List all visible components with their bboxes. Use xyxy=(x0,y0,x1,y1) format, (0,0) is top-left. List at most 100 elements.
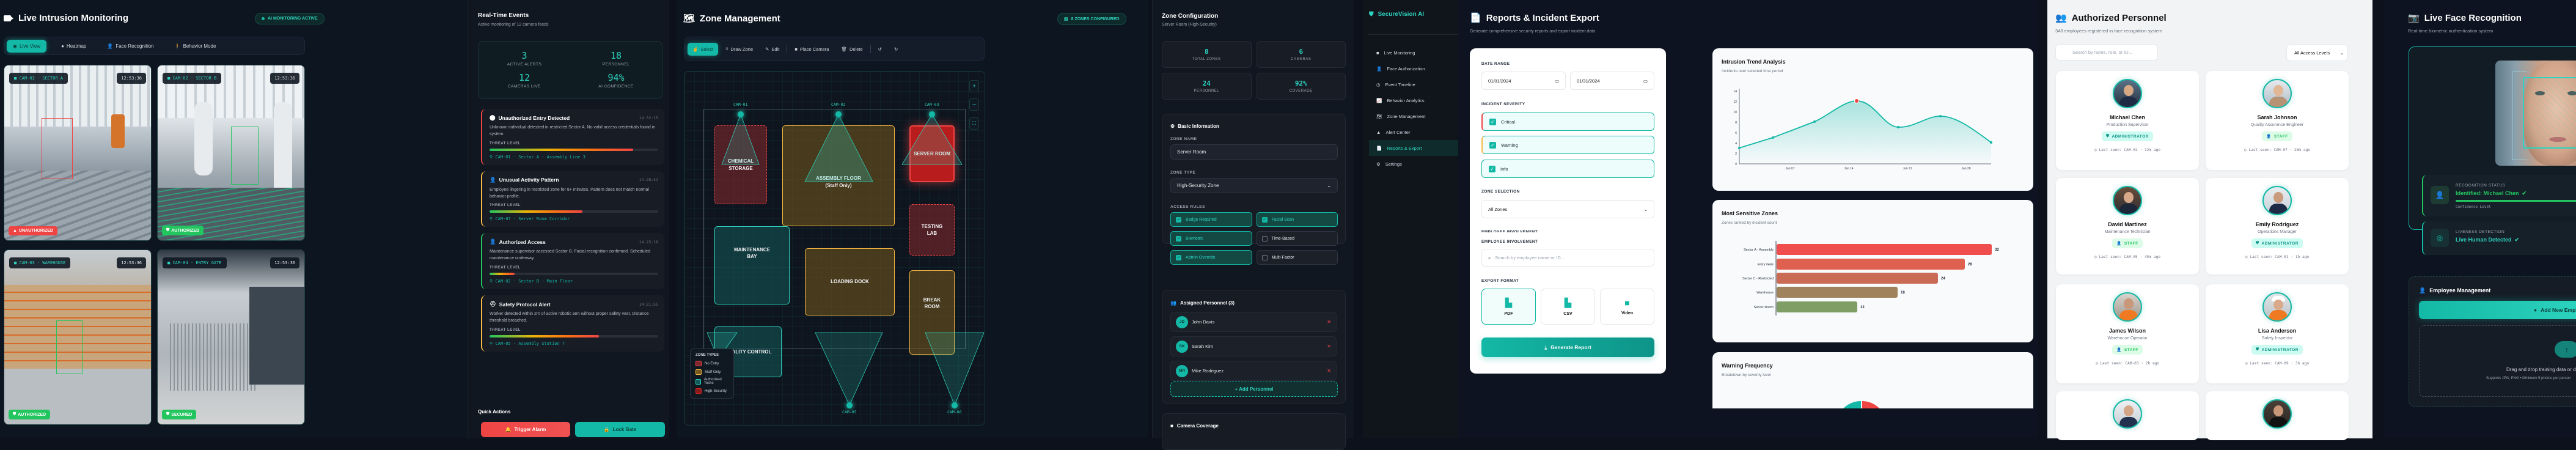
lock-icon: 🔒 xyxy=(603,427,610,432)
tab-behavior-mode[interactable]: 🚶 Behavior Mode xyxy=(174,43,216,49)
sidebar-item-event-timeline[interactable]: ◷ Event Timeline xyxy=(1376,81,1415,87)
personnel-card[interactable] xyxy=(2056,391,2199,440)
camera-marker-cam-06[interactable] xyxy=(952,402,958,408)
personnel-card[interactable]: Sarah Johnson Quality Assurance Engineer… xyxy=(2206,71,2349,170)
rule-biometric[interactable]: ✓ Biometric xyxy=(1170,231,1252,246)
personnel-search-input[interactable]: Search by name, role, or ID... xyxy=(2055,44,2158,61)
format-pdf-option[interactable]: ▙ PDF xyxy=(1481,289,1536,325)
events-stats: 3 ACTIVE ALERTS 18 PERSONNEL 12 CAMERAS LIV… xyxy=(478,41,662,99)
rule-multi-factor[interactable]: Multi-Factor xyxy=(1256,250,1338,265)
camera-feed-3[interactable]: ■ CAM-03 · WAREHOUSE 12:53:36 ⛊ AUTHORIZE… xyxy=(4,249,152,425)
access-level-filter[interactable]: All Access Levels ⌄ xyxy=(2286,44,2348,61)
add-new-employee-button[interactable]: ●Add New Employee xyxy=(2419,301,2576,319)
zone-name-input[interactable]: Server Room xyxy=(1170,144,1338,160)
date-from-input[interactable]: 01/01/2024 ▭ xyxy=(1481,72,1566,90)
select-tool[interactable]: ☝ Select xyxy=(688,42,719,56)
svg-text:Jan 21: Jan 21 xyxy=(1903,167,1912,171)
shield-icon: ⛊ xyxy=(166,412,170,416)
brand: ⛊ SecureVision AI xyxy=(1369,11,1425,18)
draw-polygon-icon: ⌗ xyxy=(725,46,728,51)
stat-total-zones: 8 TOTAL ZONES xyxy=(1162,41,1252,68)
place-camera-tool[interactable]: ■ Place Camera xyxy=(794,46,829,52)
remove-icon[interactable]: ✕ xyxy=(1327,319,1331,325)
event-card[interactable]: 👤 Unusual Activity Pattern 14:28:42 Employ… xyxy=(481,171,664,227)
date-to-input[interactable]: 01/31/2024 ▭ xyxy=(1570,72,1654,90)
personnel-card[interactable]: James Wilson Warehouse Operator 👤 STAFF ◷… xyxy=(2056,284,2199,383)
zoom-in-button[interactable]: + xyxy=(969,80,979,92)
personnel-card[interactable]: Michael Chen Production Supervisor ⛊ ADMI… xyxy=(2056,71,2199,170)
format-video-option[interactable]: ■ Video xyxy=(1600,289,1654,325)
zone-assembly-floor[interactable]: ASSEMBLY FLOOR (Staff Only) xyxy=(782,125,895,226)
rule-admin-override[interactable]: ✓ Admin Override xyxy=(1170,250,1252,265)
video-icon: ■ xyxy=(1624,298,1630,308)
rule-time-based[interactable]: Time-Based xyxy=(1256,231,1338,246)
event-card[interactable]: ⛑ Safety Protocol Alert 14:21:55 Worker de… xyxy=(481,295,664,352)
zone-maintenance-bay[interactable]: MAINTENANCE BAY xyxy=(714,226,790,304)
tab-face-recognition[interactable]: 👤 Face Recognition xyxy=(107,43,154,49)
delete-tool[interactable]: 🗑 Delete xyxy=(841,46,863,52)
personnel-card[interactable] xyxy=(2206,391,2349,440)
edit-tool[interactable]: ✎ Edit xyxy=(765,46,780,52)
camera-feed-2[interactable]: ■ CAM-02 · SECTOR B 12:53:36 ⛊ AUTHORIZED xyxy=(157,65,305,241)
zone-chemical-storage[interactable]: CHEMICAL STORAGE xyxy=(714,125,767,204)
training-data-dropzone[interactable]: ↑ Drag and drop training data or click t… xyxy=(2419,325,2576,397)
severity-info-checkbox[interactable]: ✓ Info xyxy=(1481,160,1654,178)
camera-marker-cam-05[interactable] xyxy=(846,402,853,408)
severity-critical-checkbox[interactable]: ✓ Critical xyxy=(1481,112,1654,131)
zone-type-select[interactable]: High-Security Zone ⌄ xyxy=(1170,178,1338,193)
warning-icon: ▲ xyxy=(13,229,17,233)
zone-testing-lab[interactable]: TESTING LAB xyxy=(909,204,955,256)
rule-facial-scan[interactable]: ✓ Facial Scan xyxy=(1256,212,1338,227)
trigger-alarm-button[interactable]: 🔔 Trigger Alarm xyxy=(481,422,570,437)
sidebar-item-behavior-analytics[interactable]: 📈 Behavior Analytics xyxy=(1376,97,1425,103)
event-list: ⬤ Unauthorized Entry Detected 14:32:15 Unk… xyxy=(481,109,664,358)
sidebar-item-zone-management[interactable]: 🗺 Zone Management xyxy=(1376,113,1426,119)
zone-loading-dock[interactable]: LOADING DOCK xyxy=(805,248,895,315)
assigned-personnel-card: 👥 Assigned Personnel (3) JD John Davis ✕ SK… xyxy=(1162,290,1346,404)
zone-server-room[interactable]: SERVER ROOM xyxy=(909,125,955,182)
face-camera-feed[interactable] xyxy=(2495,61,2576,166)
undo-button[interactable]: ↺ xyxy=(873,43,887,56)
chart-title: Warning Frequency xyxy=(1722,363,1773,369)
camera-feed-4[interactable]: ■ CAM-04 · ENTRY GATE 12:53:36 ⛊ SECURED xyxy=(157,249,305,425)
sidebar-item-live-monitoring[interactable]: ■ Live Monitoring xyxy=(1376,50,1415,56)
personnel-card[interactable]: Lisa Anderson Safety Inspector ⛊ ADMINIST… xyxy=(2206,284,2349,383)
remove-icon[interactable]: ✕ xyxy=(1327,368,1331,374)
add-personnel-button[interactable]: + Add Personnel xyxy=(1170,382,1338,397)
lock-gate-button[interactable]: 🔒 Lock Gate xyxy=(575,422,665,437)
file-pdf-icon: ▙ xyxy=(1505,297,1512,308)
camera-marker-cam-01[interactable] xyxy=(738,111,744,117)
camera-marker-cam-03[interactable] xyxy=(929,111,935,117)
gear-icon: ⚙ xyxy=(1170,124,1175,129)
sidebar-item-face-authorization[interactable]: 👤 Face Authorization xyxy=(1376,65,1425,72)
remove-icon[interactable]: ✕ xyxy=(1327,344,1331,349)
draw-zone-tool[interactable]: ⌗ Draw Zone xyxy=(725,46,754,52)
svg-text:Entry Gate: Entry Gate xyxy=(1758,263,1774,267)
generate-report-button[interactable]: ⤓ Generate Report xyxy=(1481,338,1654,357)
employee-search-input[interactable]: ⌕Search by employee name or ID... xyxy=(1481,249,1654,267)
chart-subtitle: Zones ranked by incident count xyxy=(1722,221,1777,225)
camera-feed-1[interactable]: ■ CAM-01 · SECTOR A 12:53:36 ▲ UNAUTHORIZ… xyxy=(4,65,152,241)
event-card[interactable]: 👤 Authorized Access 14:25:18 Maintenance s… xyxy=(481,233,664,290)
tab-live-view[interactable]: ◉ Live View xyxy=(7,39,47,53)
zoom-out-button[interactable]: − xyxy=(969,98,979,111)
zone-break-room[interactable]: BREAK ROOM xyxy=(909,270,955,355)
sidebar-item-alert-center[interactable]: ▲ Alert Center xyxy=(1376,129,1411,135)
warning-icon: ▲ xyxy=(1376,129,1381,135)
severity-warning-checkbox[interactable]: ✓ Warning xyxy=(1481,136,1654,154)
redo-button[interactable]: ↻ xyxy=(889,43,903,56)
zone-select[interactable]: All Zones ⌄ xyxy=(1481,200,1654,218)
event-card[interactable]: ⬤ Unauthorized Entry Detected 14:32:15 Unk… xyxy=(481,109,664,165)
personnel-row: SK Sarah Kim ✕ xyxy=(1170,336,1337,356)
personnel-card[interactable]: David Martinez Maintenance Technician 👤 S… xyxy=(2056,178,2199,275)
sidebar-item-settings[interactable]: ⚙ Settings xyxy=(1376,161,1402,167)
camera-marker-cam-02[interactable] xyxy=(835,111,842,117)
rule-badge-required[interactable]: ✓ Badge Required xyxy=(1170,212,1252,227)
floor-map-area[interactable]: CHEMICAL STORAGE ASSEMBLY FLOOR (Staff O… xyxy=(684,71,985,426)
sidebar-item-reports-export[interactable]: 📄 Reports & Export xyxy=(1369,140,1458,156)
personnel-card[interactable]: Emily Rodriguez Operations Manager ⛊ ADMI… xyxy=(2206,178,2349,275)
tab-heatmap[interactable]: ● Heatmap xyxy=(61,43,87,49)
format-csv-option[interactable]: ▙ CSV xyxy=(1541,289,1595,325)
chevron-down-icon: ⌄ xyxy=(1643,206,1648,212)
fullscreen-button[interactable]: ⛶ xyxy=(969,117,979,130)
